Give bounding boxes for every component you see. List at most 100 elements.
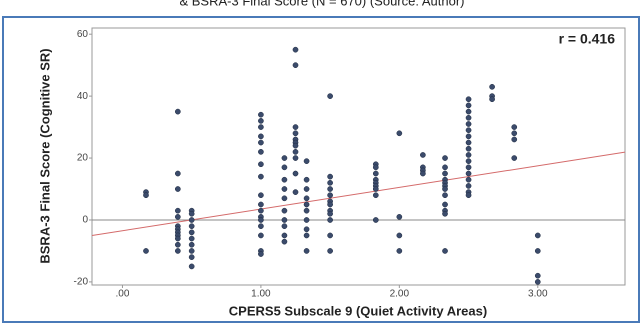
point — [465, 127, 472, 134]
point — [303, 232, 310, 239]
point — [143, 192, 149, 199]
point — [465, 102, 472, 109]
point — [258, 139, 264, 146]
point — [174, 108, 181, 115]
point — [258, 118, 264, 124]
point — [303, 248, 310, 254]
point — [281, 207, 288, 214]
annotation: r = 0.416 — [559, 31, 616, 47]
point — [396, 232, 403, 239]
point — [258, 124, 264, 130]
x-tick-label: 3.00 — [528, 289, 548, 300]
point — [188, 223, 195, 230]
y-tick-label: -20 — [74, 277, 89, 288]
point — [420, 152, 426, 158]
point — [292, 170, 299, 177]
point — [281, 238, 288, 245]
point — [303, 226, 310, 233]
point — [258, 207, 264, 214]
y-tick-label: 0 — [82, 215, 88, 226]
point — [281, 155, 288, 161]
y-tick-label: 40 — [77, 91, 89, 102]
point — [188, 229, 195, 236]
chart-title: & BSRA-3 Final Score (N = 670) (Source: … — [179, 0, 464, 8]
point — [372, 164, 379, 171]
point — [327, 186, 333, 192]
point — [465, 152, 472, 158]
point — [281, 223, 288, 230]
point — [396, 130, 403, 137]
point — [442, 248, 448, 254]
point — [174, 248, 181, 254]
point — [188, 217, 195, 223]
point — [188, 235, 195, 242]
point — [292, 130, 299, 137]
point — [327, 201, 333, 208]
point — [174, 170, 181, 177]
point — [258, 217, 264, 223]
point — [303, 195, 310, 202]
point — [534, 272, 541, 279]
point — [174, 207, 181, 214]
point — [442, 164, 448, 171]
y-tick-label: 20 — [77, 153, 89, 164]
point — [489, 83, 495, 90]
point — [188, 241, 195, 248]
point — [511, 136, 518, 143]
point — [327, 232, 333, 239]
point — [292, 142, 299, 149]
point — [372, 170, 379, 177]
point — [258, 192, 264, 199]
point — [442, 170, 448, 177]
point — [303, 201, 310, 208]
y-axis-title: BSRA-3 Final Score (Cognitive SR) — [37, 48, 52, 263]
point — [420, 170, 426, 177]
point — [465, 145, 472, 152]
point — [396, 214, 403, 220]
point — [465, 114, 472, 121]
point — [534, 248, 541, 254]
point — [258, 201, 264, 208]
point — [511, 155, 518, 161]
point — [465, 192, 472, 199]
point — [511, 124, 518, 130]
point — [292, 46, 299, 53]
x-tick-label: .00 — [116, 289, 130, 300]
point — [465, 183, 472, 189]
point — [281, 217, 288, 223]
point — [188, 248, 195, 254]
point — [281, 195, 288, 202]
point — [327, 93, 333, 99]
point — [292, 155, 299, 161]
point — [292, 124, 299, 130]
point — [511, 130, 518, 137]
point — [258, 223, 264, 230]
point — [281, 164, 288, 171]
x-axis-title: CPERS5 Subscale 9 (Quiet Activity Areas) — [229, 303, 487, 318]
point — [188, 263, 195, 270]
point — [465, 121, 472, 127]
x-tick-label: 1.00 — [251, 289, 271, 300]
point — [258, 133, 264, 140]
point — [396, 248, 403, 254]
point — [465, 96, 472, 103]
point — [174, 241, 181, 248]
point — [292, 189, 299, 195]
point — [327, 210, 333, 217]
point — [465, 158, 472, 164]
frame — [2, 16, 640, 323]
plot-area — [91, 27, 626, 286]
point — [258, 173, 264, 180]
point — [465, 170, 472, 177]
x-tick-label: 2.00 — [390, 289, 410, 300]
point — [327, 217, 333, 223]
point — [442, 155, 448, 161]
point — [372, 217, 379, 223]
point — [303, 186, 310, 192]
point — [258, 161, 264, 168]
point — [281, 176, 288, 183]
point — [465, 176, 472, 183]
point — [281, 186, 288, 192]
point — [303, 217, 310, 223]
